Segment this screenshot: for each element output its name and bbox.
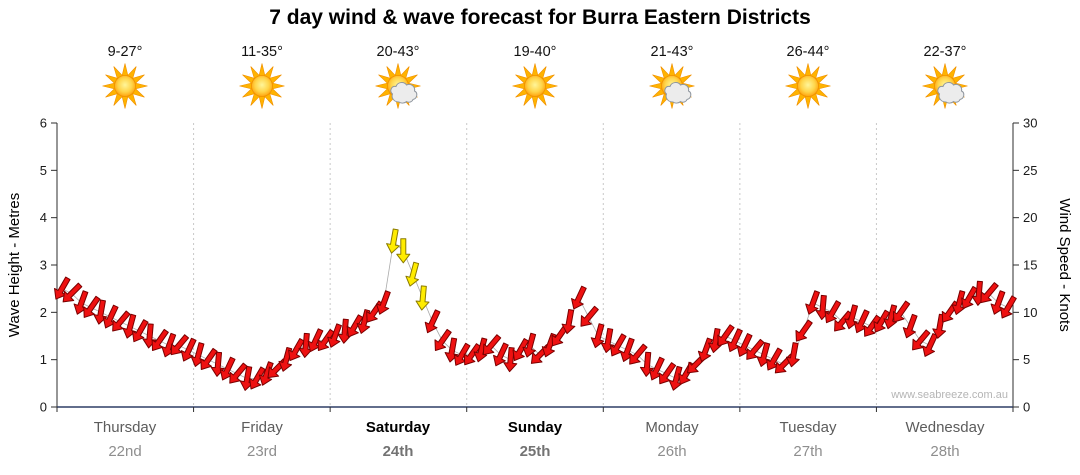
wind-arrow <box>62 282 83 303</box>
day-temperature: 9-27° <box>107 44 143 60</box>
day-column: 21-43° Monday 26th <box>612 0 732 475</box>
wind-arrow <box>824 300 842 324</box>
wind-arrow <box>785 342 800 368</box>
wind-arrow <box>580 305 599 327</box>
day-temperature: 26-44° <box>786 44 830 60</box>
wind-arrow <box>590 323 605 349</box>
right-tick-label: 30 <box>1023 116 1037 131</box>
wind-arrow <box>375 290 391 315</box>
right-tick-label: 20 <box>1023 210 1037 225</box>
right-tick-label: 15 <box>1023 258 1037 273</box>
day-name: Tuesday <box>779 419 837 436</box>
wind-arrow-strong <box>405 261 420 287</box>
wind-arrow <box>522 332 537 358</box>
wind-arrow <box>288 338 305 362</box>
wind-arrow <box>434 328 452 352</box>
left-tick-label: 4 <box>40 210 47 225</box>
right-tick-label: 10 <box>1023 305 1037 320</box>
left-tick-label: 0 <box>40 400 47 415</box>
left-tick-label: 6 <box>40 116 47 131</box>
day-temperature: 19-40° <box>513 44 557 60</box>
wind-arrow <box>424 309 441 334</box>
wind-arrow <box>863 314 882 337</box>
wind-arrow <box>873 309 890 333</box>
day-column: 19-40° Sunday 25th <box>475 0 595 475</box>
day-name: Friday <box>241 419 283 436</box>
page-title: 7 day wind & wave forecast for Burra Eas… <box>269 6 811 29</box>
wind-arrow-strong <box>386 228 400 254</box>
wind-arrow <box>892 300 911 323</box>
wind-arrow <box>834 310 853 332</box>
day-date: 23rd <box>246 443 278 460</box>
wind-arrow <box>512 338 530 362</box>
day-date: 24th <box>382 443 414 460</box>
day-name: Sunday <box>507 419 563 436</box>
wind-arrow <box>493 342 509 367</box>
wind-arrow <box>805 290 820 315</box>
wind-arrow <box>463 343 482 366</box>
wind-arrow <box>132 319 149 343</box>
day-column: 26-44° Tuesday 27th <box>748 0 868 475</box>
day-date: 28th <box>930 443 960 460</box>
day-temperature: 22-37° <box>923 44 967 60</box>
wind-arrow <box>482 334 502 356</box>
right-tick-label: 0 <box>1023 400 1030 415</box>
day-column: 20-43° Saturday 24th <box>338 0 458 475</box>
right-tick-label: 5 <box>1023 352 1030 367</box>
wind-arrow <box>278 346 293 372</box>
day-name: Saturday <box>365 419 431 436</box>
day-column: 11-35° Friday 23rd <box>202 0 322 475</box>
wind-arrow <box>83 295 101 318</box>
left-tick-label: 1 <box>40 352 47 367</box>
wind-arrow <box>629 343 648 365</box>
wind-arrow <box>249 366 266 390</box>
left-tick-label: 3 <box>40 258 47 273</box>
wind-arrow <box>180 337 197 362</box>
day-date: 26th <box>657 443 687 460</box>
wind-arrow <box>229 362 248 384</box>
wind-arrow <box>317 328 335 352</box>
wind-arrow <box>980 282 999 304</box>
day-date: 25th <box>519 443 551 460</box>
left-tick-label: 5 <box>40 163 47 178</box>
day-date: 22nd <box>108 443 142 460</box>
day-temperature: 21-43° <box>650 44 694 60</box>
wind-arrow <box>571 285 587 310</box>
wind-arrow-strong <box>396 238 411 264</box>
wind-arrow <box>922 333 938 357</box>
day-temperature: 11-35° <box>241 44 283 60</box>
day-temperature: 20-43° <box>376 44 420 60</box>
wind-arrow <box>795 319 813 342</box>
wind-arrow <box>902 313 918 339</box>
wind-arrow <box>961 285 978 309</box>
watermark: www.seabreeze.com.au <box>891 389 1008 401</box>
day-name: Wednesday <box>905 419 985 436</box>
wind-arrow <box>346 314 364 338</box>
day-name: Thursday <box>93 419 157 436</box>
wind-arrow <box>1000 295 1017 319</box>
wind-arrow <box>327 323 342 348</box>
wind-arrow <box>561 309 576 335</box>
right-tick-label: 25 <box>1023 163 1037 178</box>
wind-arrow-strong <box>415 285 430 311</box>
wind-arrow <box>200 347 218 371</box>
day-name: Monday <box>645 419 699 436</box>
day-date: 27th <box>793 443 823 460</box>
day-column: 22-37° Wednesday 28th <box>885 0 1005 475</box>
left-tick-label: 2 <box>40 305 47 320</box>
day-column: 9-27° Thursday 22nd <box>65 0 185 475</box>
